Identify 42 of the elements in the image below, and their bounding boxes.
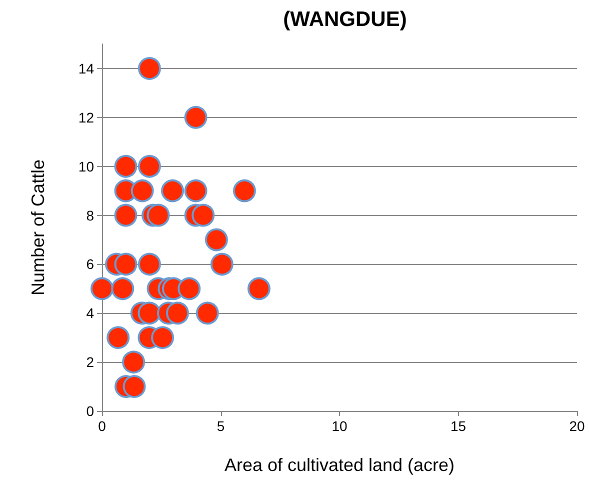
y-tick-label: 12 [78,109,94,126]
point [114,204,138,227]
point [210,252,234,276]
point [138,302,161,325]
point [161,179,184,202]
x-tick-label: 10 [332,418,348,434]
point [166,302,190,325]
chart-title: (WANGDUE) [283,8,407,31]
point [184,106,208,129]
x-tick-label: 20 [569,418,585,434]
point [114,154,138,178]
point [122,375,146,398]
point [138,154,161,178]
y-tick-label: 8 [86,207,94,224]
point [106,326,130,350]
point [114,252,138,276]
point [178,277,201,300]
point [111,277,134,300]
point [184,179,208,202]
point [138,252,161,276]
point [146,204,170,227]
point [196,302,219,325]
x-tick-label: 15 [450,418,466,434]
y-tick-label: 2 [86,354,94,370]
y-tick-label: 6 [86,256,94,272]
point [248,277,270,300]
point [90,277,114,300]
point [151,326,174,350]
x-tick-label: 0 [98,418,106,434]
x-axis-title: Area of cultivated land (acre) [224,455,455,475]
point [233,179,256,202]
x-tick-label: 5 [216,418,225,434]
y-tick-label: 4 [86,305,94,322]
point [204,228,228,252]
y-tick-label: 14 [78,60,94,76]
y-tick-label: 0 [86,403,94,419]
point [138,56,161,80]
y-tick-label: 10 [78,158,94,174]
point [192,204,215,227]
point [122,350,146,374]
y-axis-title: Number of Cattle [28,159,48,296]
point [130,179,154,202]
